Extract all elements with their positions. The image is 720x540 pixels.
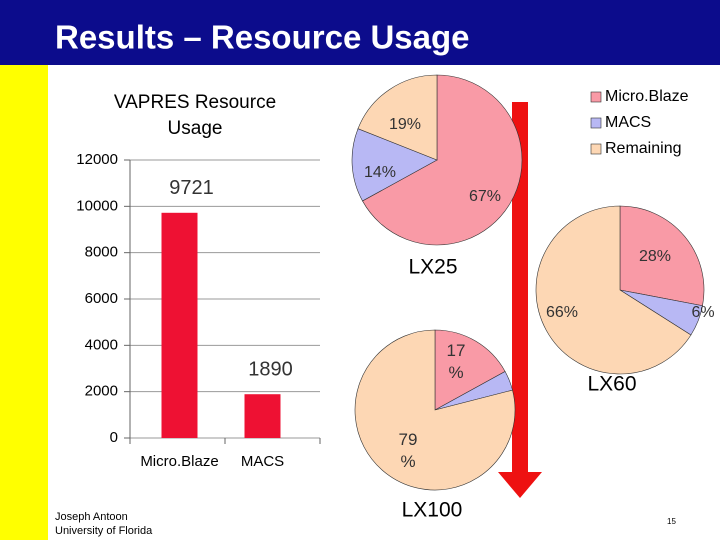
value-label: 1890 bbox=[248, 358, 293, 380]
bar-chart-title: VAPRES Resource Usage bbox=[113, 92, 277, 139]
pie-slice bbox=[362, 74, 523, 246]
x-tick-label: Micro.Blaze bbox=[140, 453, 218, 470]
legend-swatch bbox=[590, 143, 602, 155]
slice-label: 14% bbox=[364, 164, 396, 181]
y-tick-label: 12000 bbox=[76, 151, 118, 168]
pie-slice bbox=[434, 329, 506, 411]
y-tick-label: 0 bbox=[110, 429, 118, 446]
pie-slice bbox=[535, 205, 692, 375]
pie-slice bbox=[351, 128, 438, 202]
y-tick-label: 4000 bbox=[85, 336, 118, 353]
slice-label: 67% bbox=[469, 188, 501, 205]
page-number: 15 bbox=[667, 517, 676, 526]
pie-slice bbox=[619, 205, 705, 307]
bar-chart-title-box: VAPRES Resource Usage bbox=[113, 92, 277, 139]
arrow-head bbox=[498, 472, 542, 498]
x-tick-label: MACS bbox=[241, 453, 284, 470]
legend-label: Remaining bbox=[605, 140, 681, 157]
pie-title: LX25 bbox=[408, 256, 457, 279]
pie-title: LX60 bbox=[587, 373, 636, 396]
slice-label: 17 % bbox=[446, 341, 466, 383]
slice-label: 28% bbox=[639, 248, 671, 265]
value-label: 9721 bbox=[169, 177, 214, 199]
pie-title: LX100 bbox=[402, 499, 463, 522]
pie-slice bbox=[357, 74, 438, 161]
slice-label: 66% bbox=[546, 304, 578, 321]
slice-label: 6% bbox=[691, 304, 714, 321]
legend-swatch bbox=[590, 91, 602, 103]
footer-author: Joseph Antoon bbox=[55, 511, 128, 523]
slide-title: Results – Resource Usage bbox=[55, 19, 470, 56]
slice-label-box: 17 % bbox=[446, 341, 466, 383]
y-tick-label: 2000 bbox=[85, 383, 118, 400]
slice-label: 19% bbox=[389, 116, 421, 133]
arrow-shaft bbox=[512, 102, 528, 472]
side-strip bbox=[0, 65, 48, 540]
y-tick-label: 8000 bbox=[85, 244, 118, 261]
y-tick-label: 10000 bbox=[76, 197, 118, 214]
slice-label-box: 79 % bbox=[398, 430, 418, 472]
bar bbox=[161, 212, 198, 438]
footer-affiliation: University of Florida bbox=[55, 525, 153, 537]
pie-slice bbox=[354, 329, 516, 491]
bar bbox=[244, 394, 281, 438]
legend-label: MACS bbox=[605, 114, 651, 131]
legend-label: Micro.Blaze bbox=[605, 88, 689, 105]
title-bar bbox=[0, 0, 720, 65]
y-tick-label: 6000 bbox=[85, 290, 118, 307]
legend-swatch bbox=[590, 117, 602, 129]
slice-label: 79 % bbox=[398, 430, 418, 472]
